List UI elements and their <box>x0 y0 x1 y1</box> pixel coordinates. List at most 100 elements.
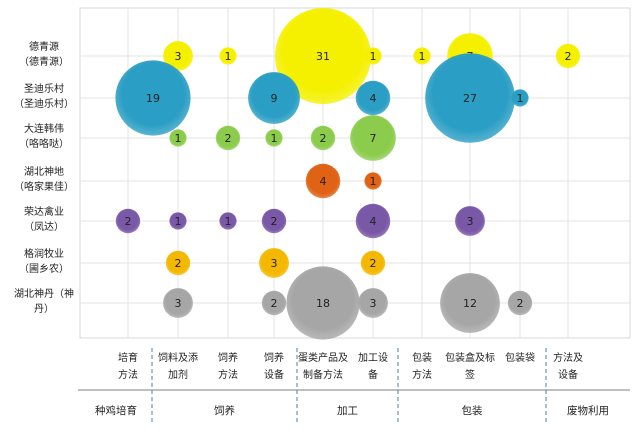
x-tick-label-line: 饲料及添 <box>158 351 198 364</box>
bubble-circle <box>219 212 237 230</box>
y-tick-label-line: 圣迪乐村 <box>24 82 64 95</box>
bubble-circle <box>248 72 300 124</box>
bubble: 4 <box>305 163 341 199</box>
y-tick-label-line: （德青源） <box>19 55 69 68</box>
bubble-value-label: 27 <box>463 92 477 105</box>
bubble-value-label: 2 <box>370 257 377 270</box>
x-tick-label: 包装袋 <box>505 351 535 364</box>
bubble-circle <box>440 273 500 333</box>
bubble: 2 <box>215 125 241 151</box>
bubble: 2 <box>507 290 533 316</box>
bubble: 2 <box>360 250 386 276</box>
bubble: 1 <box>413 47 431 65</box>
bubble: 1 <box>219 212 237 230</box>
bubble: 19 <box>115 60 191 136</box>
bubble-circle <box>305 163 341 199</box>
bubbles: 313111721994271121274121124323232183122 <box>115 8 581 340</box>
y-tick-label-line: （凤达） <box>24 221 64 233</box>
bubble: 3 <box>455 206 485 236</box>
bubble-circle <box>265 129 283 147</box>
bubble-circle <box>364 172 382 190</box>
bubble-value-label: 2 <box>565 50 572 63</box>
bubble: 4 <box>355 203 391 239</box>
bubble-circle <box>169 129 187 147</box>
bubble: 1 <box>169 129 187 147</box>
x-tick-label-line: 备 <box>368 368 378 381</box>
bubble-circle <box>425 53 515 143</box>
y-tick-label-line: （圃乡农） <box>19 262 69 275</box>
bubble-circle <box>275 8 371 104</box>
x-tick-label-line: 加剂 <box>168 368 188 381</box>
bubble-circle <box>169 212 187 230</box>
bubble: 1 <box>219 47 237 65</box>
bubble-value-label: 1 <box>225 215 232 228</box>
bubble-value-label: 7 <box>370 132 377 145</box>
bubble-circle <box>555 43 581 69</box>
bubble-value-label: 3 <box>467 215 474 228</box>
x-tick-label-line: 设备 <box>264 368 284 381</box>
x-tick-label-line: 方法 <box>118 368 138 381</box>
bubble-circle <box>261 208 287 234</box>
bubble: 4 <box>355 80 391 116</box>
x-tick-label-line: 方法 <box>218 368 238 381</box>
bubble-value-label: 4 <box>320 175 327 188</box>
bubble-circle <box>286 266 360 340</box>
x-tick-label-line: 蛋类产品及 <box>298 351 348 364</box>
bubble-circle <box>115 60 191 136</box>
bubble: 12 <box>440 273 500 333</box>
bubble: 1 <box>364 172 382 190</box>
y-tick-label-line: 荣达禽业 <box>24 205 64 218</box>
bubble: 2 <box>555 43 581 69</box>
bubble: 2 <box>261 290 287 316</box>
bubble-value-label: 1 <box>225 50 232 63</box>
x-tick-label-line: 饲养 <box>218 351 238 364</box>
bubble-value-label: 3 <box>271 257 278 270</box>
x-tick-label-line: 制备方法 <box>303 368 343 381</box>
bubble-value-label: 4 <box>370 92 377 105</box>
bubble: 2 <box>165 250 191 276</box>
bubble-circle <box>358 288 388 318</box>
bubble-value-label: 1 <box>175 215 182 228</box>
bubble-circle <box>507 290 533 316</box>
bubble-circle <box>165 250 191 276</box>
bubble: 1 <box>169 212 187 230</box>
bubble-value-label: 4 <box>370 215 377 228</box>
bubble-value-label: 2 <box>125 215 132 228</box>
bubble-value-label: 1 <box>175 132 182 145</box>
bubble-circle <box>310 125 336 151</box>
bubble-circle <box>360 250 386 276</box>
bubble-value-label: 1 <box>419 50 426 63</box>
y-axis-labels: 德青源 （德青源） 圣迪乐村 （圣迪乐村） 大连韩伟 （咯咯哒） 湖北神地 （咯家果佳） 荣达禽… <box>14 40 74 315</box>
bubble-value-label: 9 <box>271 92 278 105</box>
y-tick-label: 圣迪乐村 （圣迪乐村） <box>14 82 74 110</box>
group-label: 包装 <box>462 404 483 417</box>
x-tick-label-line: 包装 <box>412 351 432 364</box>
bubble-circle <box>455 206 485 236</box>
bubble-circle <box>163 288 193 318</box>
bubble: 2 <box>261 208 287 234</box>
bubble-value-label: 3 <box>175 297 182 310</box>
bubble-value-label: 1 <box>370 50 377 63</box>
bubble: 2 <box>310 125 336 151</box>
bubble-value-label: 2 <box>225 132 232 145</box>
x-axis-labels: 培育方法饲料及添加剂饲养方法饲养设备蛋类产品及制备方法加工设备包装方法包装盒及标… <box>118 351 583 381</box>
bubble-value-label: 2 <box>175 257 182 270</box>
y-tick-label-line: （咯咯哒） <box>19 137 69 150</box>
x-tick-label-line: 包装袋 <box>505 351 535 364</box>
bubble-circle <box>259 248 289 278</box>
y-tick-label-line: 大连韩伟 <box>24 122 64 135</box>
x-tick-label-line: 签 <box>465 368 475 381</box>
x-tick-label-line: 方法 <box>412 368 432 381</box>
plot-area <box>79 7 631 339</box>
x-tick-label-line: 包装盒及标 <box>445 351 495 364</box>
y-tick-label-line: （圣迪乐村） <box>14 97 74 110</box>
bubble: 7 <box>350 115 396 161</box>
bubble-value-label: 1 <box>517 92 524 105</box>
group-label: 种鸡培育 <box>95 404 137 417</box>
bubble-circle <box>163 41 193 71</box>
